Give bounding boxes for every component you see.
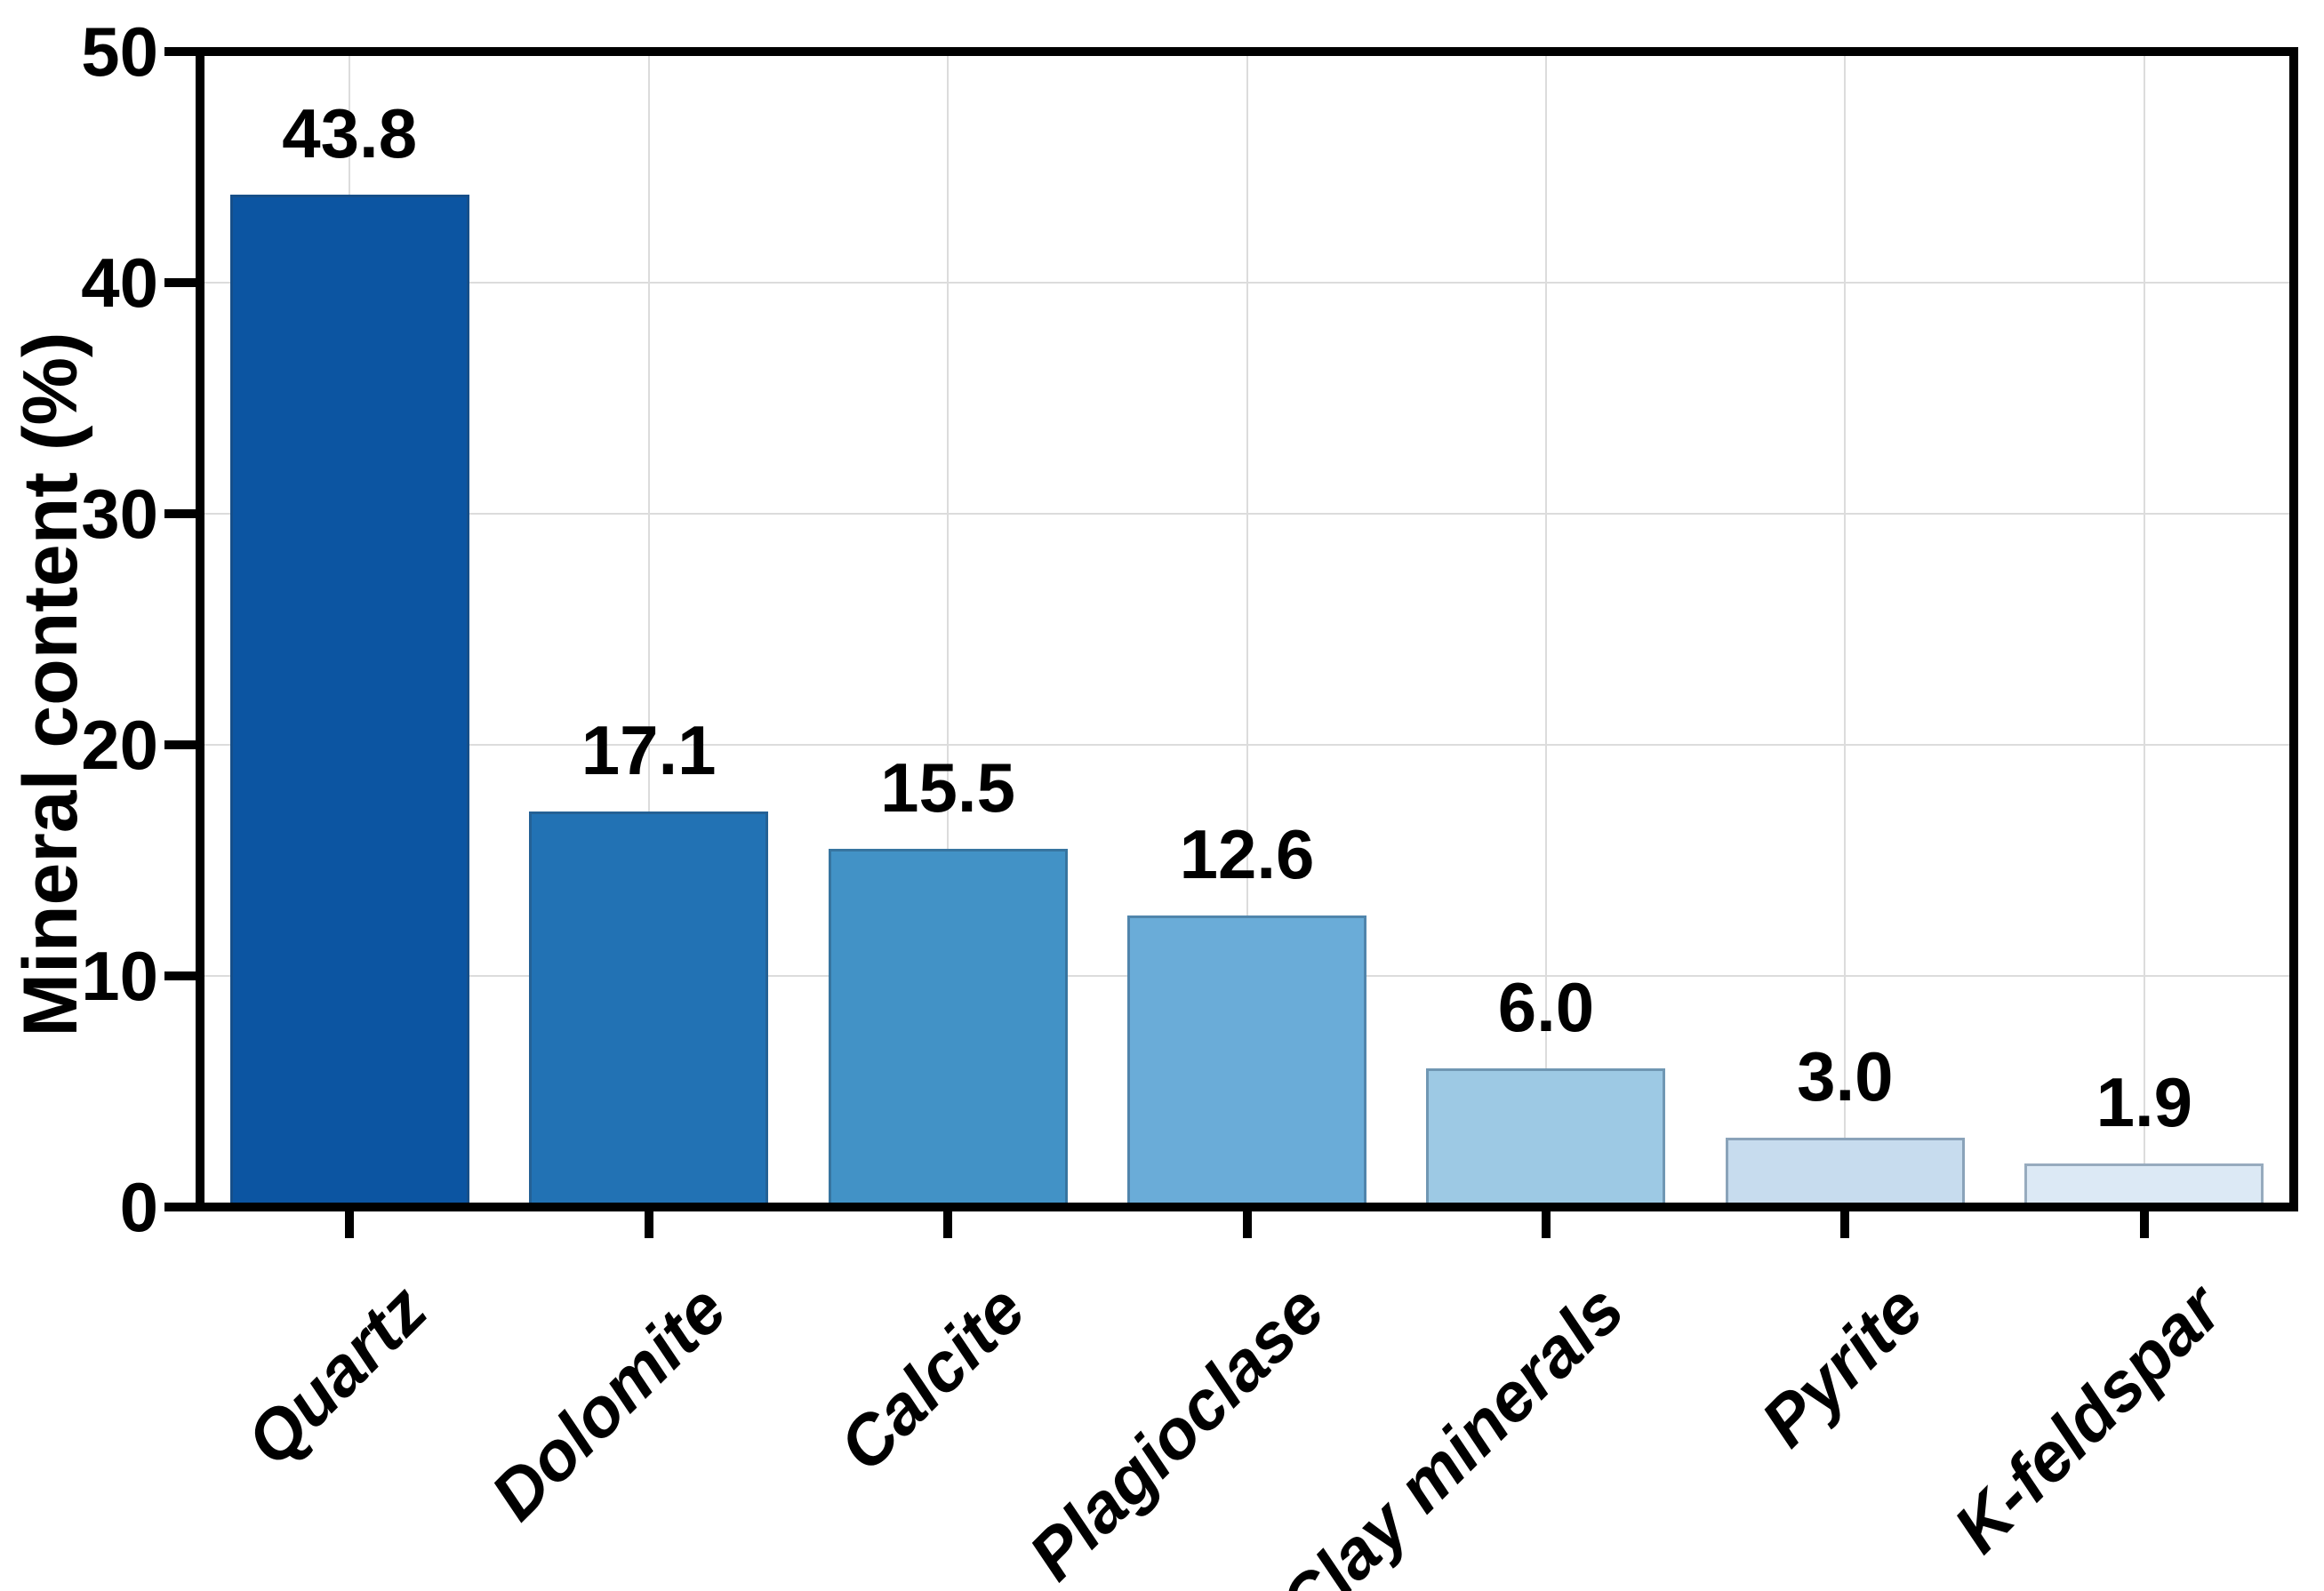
bar-value-label: 1.9 [2096,1062,2192,1141]
y-tick-label: 20 [81,706,158,784]
x-tick [1840,1211,1850,1238]
x-gridline [647,52,650,1207]
x-tick-label-calcite: Calcite [823,1269,1040,1486]
y-tick-label: 40 [81,244,158,322]
y-tick [164,47,196,56]
y-tick [164,1203,196,1211]
y-tick-label: 10 [81,937,158,1015]
x-gridline [1544,52,1547,1207]
x-tick-label-quartz: Quartz [230,1269,442,1481]
y-tick-label: 50 [81,12,158,91]
y-tick [164,740,196,749]
x-tick [1242,1211,1252,1238]
bar-k-feldspar [2024,1163,2264,1211]
bar-calcite [828,849,1068,1211]
y-tick-label: 30 [81,475,158,553]
bar-value-label: 15.5 [880,748,1015,827]
bar-dolomite [529,811,769,1211]
x-gridline [1246,52,1248,1207]
bar-quartz [229,195,469,1211]
x-tick [943,1211,953,1238]
bar-value-label: 17.1 [581,711,717,790]
x-gridline [2143,52,2145,1207]
bar-plagioclase [1127,915,1366,1211]
y-tick [164,278,196,287]
x-gridline [947,52,950,1207]
y-axis-title: Mineral content (%) [8,332,93,1037]
y-tick-label: 0 [119,1168,158,1246]
bar-value-label: 3.0 [1797,1037,1894,1115]
x-tick-label-k-feldspar: K-feldspar [1938,1269,2237,1568]
x-gridline [1844,52,1847,1207]
x-tick-label-plagioclase: Plagioclase [1014,1269,1340,1591]
bar-clay-minerals [1426,1068,1666,1211]
bar-pyrite [1725,1138,1965,1211]
bar-value-label: 43.8 [282,94,418,173]
x-tick [644,1211,653,1238]
bar-value-label: 6.0 [1497,968,1595,1046]
x-tick [345,1211,355,1238]
bar-value-label: 12.6 [1179,815,1315,894]
x-tick [2139,1211,2149,1238]
x-tick [1541,1211,1551,1238]
x-tick-label-pyrite: Pyrite [1745,1269,1938,1461]
y-tick [164,509,196,518]
y-tick [164,971,196,980]
x-tick-label-dolomite: Dolomite [476,1269,741,1535]
